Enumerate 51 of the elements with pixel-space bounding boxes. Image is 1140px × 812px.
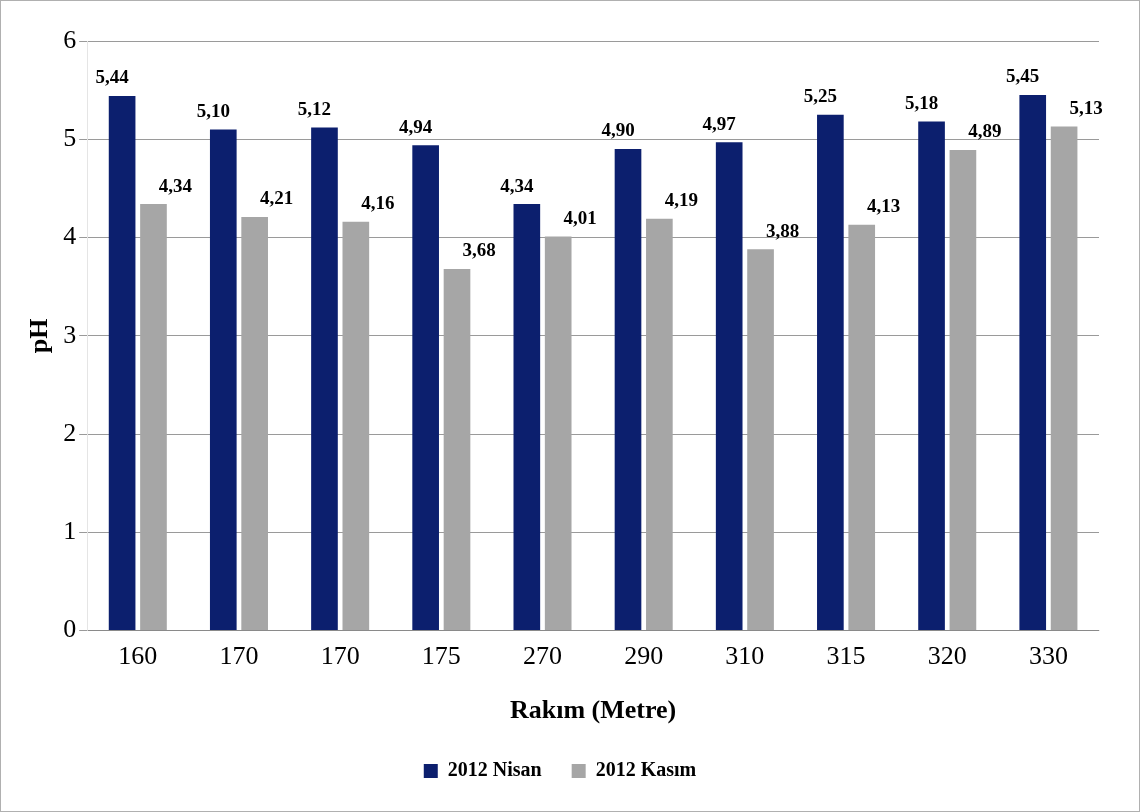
x-tick-label: 290 — [624, 641, 664, 671]
y-tick-label: 6 — [63, 24, 77, 54]
y-tick-label: 2 — [63, 417, 77, 447]
bar — [614, 149, 642, 631]
x-tick-label: 160 — [118, 641, 158, 671]
bar — [715, 142, 743, 631]
data-label: 4,34 — [158, 174, 193, 196]
data-label: 4,21 — [260, 187, 294, 209]
data-label: 5,10 — [196, 99, 230, 121]
x-tick-label: 175 — [421, 641, 461, 671]
bar — [1019, 95, 1047, 631]
data-label: 5,44 — [95, 66, 130, 88]
data-label: 5,25 — [803, 85, 837, 107]
data-label: 5,13 — [1069, 96, 1103, 118]
y-tick-label: 1 — [63, 516, 77, 546]
data-label: 5,12 — [297, 97, 332, 119]
legend-label: 2012 Kasım — [595, 758, 697, 781]
bar — [412, 145, 439, 631]
data-label: 4,19 — [664, 189, 698, 211]
data-label: 4,01 — [563, 206, 597, 228]
bar — [817, 114, 844, 631]
data-label: 3,68 — [462, 239, 496, 261]
bar — [918, 121, 945, 631]
bar — [108, 96, 136, 631]
data-label: 5,45 — [1006, 65, 1040, 87]
data-label: 4,13 — [867, 195, 901, 217]
x-tick-label: 170 — [320, 641, 360, 671]
x-tick-label: 310 — [725, 641, 765, 671]
legend-label: 2012 Nisan — [447, 758, 542, 781]
y-tick-label: 0 — [63, 614, 77, 644]
data-label: 4,89 — [968, 120, 1002, 142]
y-tick-label: 5 — [63, 123, 77, 153]
data-label: 3,88 — [765, 219, 800, 241]
y-tick-label: 3 — [63, 319, 77, 349]
data-label: 4,97 — [702, 112, 737, 134]
bar — [513, 204, 541, 631]
x-tick-label: 315 — [826, 641, 866, 671]
data-label: 4,94 — [399, 115, 433, 137]
bar — [311, 127, 338, 631]
y-axis-title: pH — [24, 318, 54, 354]
x-tick-label: 170 — [219, 641, 259, 671]
y-tick-label: 4 — [63, 221, 77, 251]
x-axis-title: Rakım (Metre) — [509, 695, 677, 725]
data-label: 4,16 — [361, 192, 395, 214]
data-label: 4,34 — [500, 174, 534, 196]
bar — [209, 129, 237, 631]
x-tick-label: 320 — [927, 641, 967, 671]
x-tick-label: 270 — [523, 641, 563, 671]
data-label: 4,90 — [601, 119, 635, 141]
data-label: 5,18 — [904, 91, 939, 113]
x-tick-label: 330 — [1028, 641, 1068, 671]
